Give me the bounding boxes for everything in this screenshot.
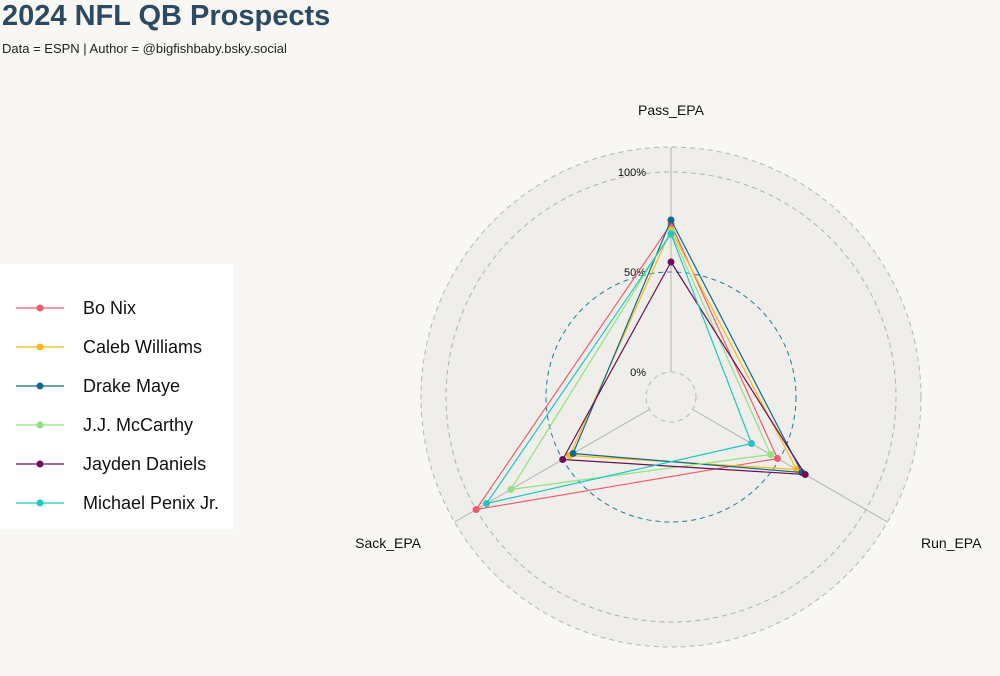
series-line [572, 219, 803, 474]
legend-item: Jayden Daniels [16, 450, 206, 478]
legend-item: J.J. McCarthy [16, 411, 193, 439]
chart-legend: Bo Nix Caleb Williams Drake Maye J.J. McCar… [0, 264, 233, 529]
chart-subtitle: Data = ESPN | Author = @bigfishbaby.bsky… [2, 41, 287, 56]
legend-label: J.J. McCarthy [83, 414, 194, 435]
radar-background [420, 146, 922, 648]
series-line [475, 223, 779, 511]
legend-item: Drake Maye [16, 372, 180, 400]
tick-label: 0% [630, 367, 646, 379]
series-line [485, 233, 753, 505]
legend-key [16, 343, 64, 351]
series-point [559, 456, 567, 463]
legend-item: Michael Penix Jr. [16, 489, 219, 517]
legend-item: Caleb Williams [16, 333, 202, 361]
series-line [510, 231, 772, 491]
grid-circle-100 [445, 171, 897, 623]
series-point [667, 230, 675, 238]
legend-label: Jayden Daniels [83, 453, 207, 474]
series-point [774, 455, 781, 462]
series-point [472, 506, 480, 513]
legend-key [16, 499, 64, 507]
series-point [667, 258, 675, 266]
legend-label: Drake Maye [83, 375, 181, 396]
legend-label: Michael Penix Jr. [83, 492, 220, 513]
axis-label: Run_EPA [921, 535, 982, 551]
legend-key [16, 421, 64, 429]
series-point [667, 216, 675, 224]
legend-key [16, 460, 64, 468]
axis-label: Sack_EPA [355, 535, 422, 551]
legend-label: Caleb Williams [83, 336, 203, 357]
tick-label: 100% [618, 167, 646, 179]
series-line [562, 261, 806, 476]
series-point [793, 466, 801, 473]
axis-spoke [692, 409, 888, 523]
legend-item: Bo Nix [16, 294, 136, 322]
axis-label: Pass_EPA [638, 102, 705, 118]
series-point [569, 450, 577, 457]
legend-key [16, 382, 64, 390]
series-point [507, 486, 515, 493]
series-point [767, 451, 775, 458]
series-point [748, 440, 755, 447]
legend-label: Bo Nix [83, 297, 137, 318]
legend-key [16, 304, 64, 312]
series-point [801, 471, 809, 478]
series-point [483, 500, 490, 507]
tick-label: 50% [624, 267, 646, 279]
chart-title: 2024 NFL QB Prospects [2, 0, 331, 32]
